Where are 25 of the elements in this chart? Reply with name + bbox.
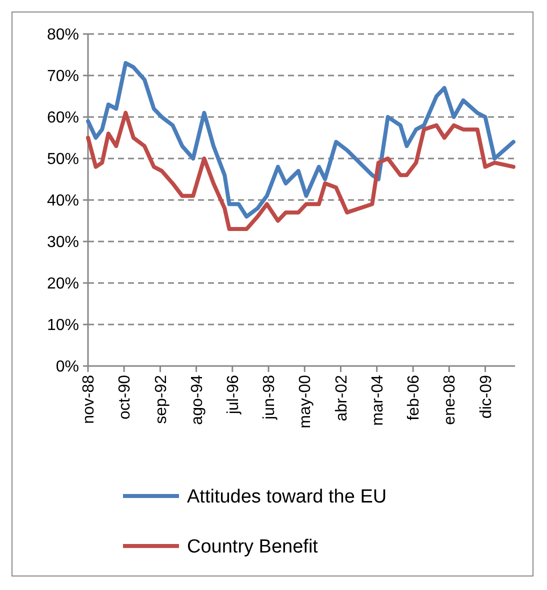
legend-label: Country Benefit — [187, 536, 319, 558]
y-tick-label: 60% — [46, 110, 79, 127]
y-tick-label: 10% — [46, 317, 79, 334]
y-tick-label: 0% — [56, 358, 79, 376]
x-tick-label: jul-96 — [224, 374, 242, 416]
x-tick-label: feb-06 — [406, 374, 423, 420]
x-tick-label: mar-04 — [369, 374, 386, 426]
legend-label: Attitudes toward the EU — [187, 486, 387, 508]
x-tick-label: nov-88 — [80, 374, 98, 424]
y-tick-label: 20% — [46, 276, 79, 293]
y-tick-label: 50% — [46, 151, 79, 168]
x-tick-label: ene-08 — [442, 374, 459, 425]
x-tick-label: abr-02 — [333, 374, 350, 422]
x-tick-label: oct-90 — [116, 374, 134, 420]
y-tick-label: 80% — [46, 26, 79, 44]
x-tick-label: may-00 — [297, 374, 314, 428]
y-tick-label: 40% — [46, 192, 79, 210]
line-series — [86, 61, 516, 219]
line-series — [86, 110, 516, 232]
x-tick-label: ago-94 — [188, 374, 206, 425]
y-tick-label: 70% — [46, 68, 79, 86]
x-tick-label: dic-09 — [478, 374, 495, 419]
x-tick-label: jun-98 — [261, 374, 278, 420]
x-tick-label: sep-92 — [152, 374, 170, 424]
y-tick-label: 30% — [46, 234, 79, 252]
